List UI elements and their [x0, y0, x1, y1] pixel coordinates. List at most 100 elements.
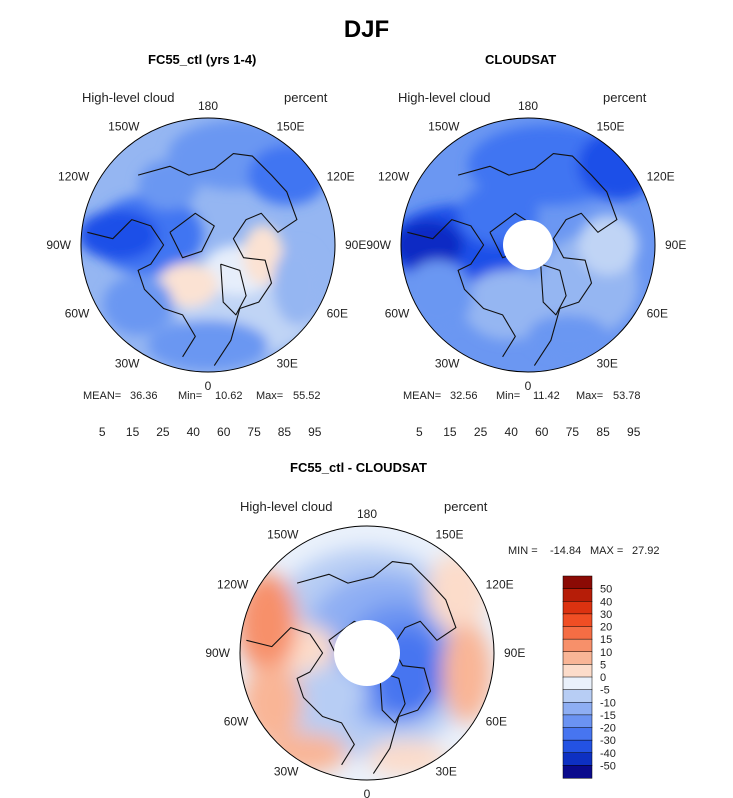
panel1-lon-label-90e: 90E — [345, 238, 366, 252]
panel3-colorbar-swatch-5 — [562, 626, 593, 640]
panel1-coastline-1 — [137, 153, 298, 366]
panel2-lon-label-90w: 90W — [366, 238, 391, 252]
panel2-colorbar-tick-2: 15 — [443, 425, 457, 439]
panel1-lon-label-90w: 90W — [46, 238, 71, 252]
panel1-colorbar-tick-2: 15 — [126, 425, 140, 439]
panel3-min-label: MIN = — [508, 545, 538, 557]
panel3-colorbar-swatch-16 — [562, 765, 593, 779]
panel3-colorbar-swatch-11 — [562, 702, 593, 716]
panel3-colorbar-swatch-8 — [562, 664, 593, 678]
panel1-coastline-3 — [169, 212, 215, 259]
panel2-lon-label-90e: 90E — [665, 238, 686, 252]
panel1-lon-label-60e: 60E — [327, 307, 348, 321]
panel3-min-value: -14.84 — [550, 545, 582, 557]
panel1-map-field — [81, 118, 335, 372]
panel1-mean-label: MEAN= — [83, 390, 122, 402]
panel1-min-value: 10.62 — [215, 390, 243, 402]
panel3-colorbar-swatch-14 — [562, 739, 593, 754]
panel3-colorbar-swatch-9 — [562, 676, 593, 691]
panel3-colorbar-tick-14: -40 — [600, 748, 616, 760]
panel3-title: FC55_ctl - CLOUDSAT — [290, 460, 427, 475]
panel3-colorbar-swatch-7 — [562, 651, 593, 665]
panel3-colorbar-tick-1: 50 — [600, 584, 612, 596]
panel3-colorbar-swatch-3 — [562, 601, 593, 615]
panel2-mean-label: MEAN= — [403, 390, 442, 402]
panel1-coastline-2 — [87, 219, 196, 358]
panel2-colorbar-tick-4: 40 — [505, 425, 519, 439]
panel1-lon-label-0: 0 — [205, 379, 212, 393]
panel3-colorbar-tick-2: 40 — [600, 596, 612, 608]
panel2-lon-label-0: 0 — [525, 379, 532, 393]
panel2-map-boundary — [400, 117, 656, 373]
panel3-lon-label-0: 0 — [364, 787, 371, 798]
panel3-colorbar-tick-4: 20 — [600, 622, 612, 634]
panel3-coastline-1 — [296, 561, 457, 774]
panel2-max-label: Max= — [576, 390, 604, 402]
panel3-lon-label-60w: 60W — [224, 715, 249, 729]
panel2-lon-label-150e: 150E — [597, 119, 625, 133]
panel2-coastline-2 — [407, 219, 516, 358]
panel2-lon-label-120e: 120E — [647, 170, 675, 184]
panel1-title: FC55_ctl (yrs 1-4) — [148, 52, 257, 67]
panel2-colorbar-tick-3: 25 — [474, 425, 488, 439]
panel3-colorbar-tick-9: -5 — [600, 685, 610, 697]
panel3-subtitle-right: percent — [444, 499, 488, 514]
panel2-subtitle-right: percent — [603, 90, 647, 105]
panel2-colorbar-tick-8: 95 — [627, 425, 641, 439]
panel1-colorbar-tick-5: 60 — [217, 425, 231, 439]
panel2-lon-label-30w: 30W — [435, 357, 460, 371]
panel3-colorbar-tick-6: 10 — [600, 647, 612, 659]
panel3-lon-label-180: 180 — [357, 507, 377, 521]
panel3-colorbar-swatch-12 — [562, 714, 593, 729]
panel2-subtitle-left: High-level cloud — [398, 90, 491, 105]
panel2-colorbar-tick-7: 85 — [596, 425, 610, 439]
panel3-colorbar-tick-15: -50 — [600, 760, 616, 772]
panel1-colorbar-tick-8: 95 — [308, 425, 322, 439]
panel3-colorbar-tick-10: -10 — [600, 697, 616, 709]
panel3-lon-label-150w: 150W — [267, 527, 299, 541]
panel1-lon-label-180: 180 — [198, 99, 218, 113]
panel3-colorbar-tick-5: 15 — [600, 634, 612, 646]
panel2-pole-hole — [503, 220, 553, 270]
panel3-lon-label-150e: 150E — [436, 527, 464, 541]
panel1-lon-label-120w: 120W — [58, 170, 90, 184]
panel2-lon-label-60w: 60W — [385, 307, 410, 321]
panel2-mean-value: 32.56 — [450, 390, 478, 402]
panel2-title: CLOUDSAT — [485, 52, 557, 67]
panel3-lon-label-120w: 120W — [217, 578, 249, 592]
panel2-coastline-4 — [540, 263, 567, 316]
panel3-colorbar-swatch-4 — [562, 613, 593, 628]
panel1-min-label: Min= — [178, 390, 203, 402]
panel2-lon-label-150w: 150W — [428, 119, 460, 133]
panel2-lon-label-120w: 120W — [378, 170, 410, 184]
panel2-colorbar-tick-6: 75 — [566, 425, 580, 439]
panel2-coastline-1 — [457, 153, 618, 366]
panel3-map-boundary — [239, 525, 495, 781]
panel1-lon-label-60w: 60W — [65, 307, 90, 321]
panel1-colorbar-tick-3: 25 — [156, 425, 170, 439]
panel2-min-label: Min= — [496, 390, 521, 402]
panel3-lon-label-30e: 30E — [436, 765, 457, 779]
panel3-lon-label-60e: 60E — [486, 715, 507, 729]
panel3-subtitle-left: High-level cloud — [240, 499, 333, 514]
panel1-colorbar-tick-1: 5 — [99, 425, 106, 439]
panel1-colorbar-tick-6: 75 — [247, 425, 261, 439]
panel1-map-boundary — [80, 117, 336, 373]
panel3-colorbar-tick-7: 5 — [600, 659, 606, 671]
panel3-max-value: 27.92 — [632, 545, 660, 557]
panel1-lon-label-30w: 30W — [115, 357, 140, 371]
panel3-colorbar-swatch-2 — [562, 588, 593, 602]
panel3-colorbar-swatch-15 — [562, 752, 593, 766]
panel3-coastline-2 — [246, 627, 355, 766]
panel1-max-label: Max= — [256, 390, 284, 402]
panel3-colorbar-swatch-13 — [562, 727, 593, 741]
panel3-colorbar-tick-13: -30 — [600, 735, 616, 747]
panel1-lon-label-30e: 30E — [277, 357, 298, 371]
panel1-colorbar-tick-7: 85 — [278, 425, 292, 439]
panel3-lon-label-30w: 30W — [274, 765, 299, 779]
panel1-subtitle-left: High-level cloud — [82, 90, 175, 105]
figure-title: DJF — [343, 16, 390, 43]
panel1-max-value: 55.52 — [293, 390, 321, 402]
panel1-lon-label-120e: 120E — [327, 170, 355, 184]
